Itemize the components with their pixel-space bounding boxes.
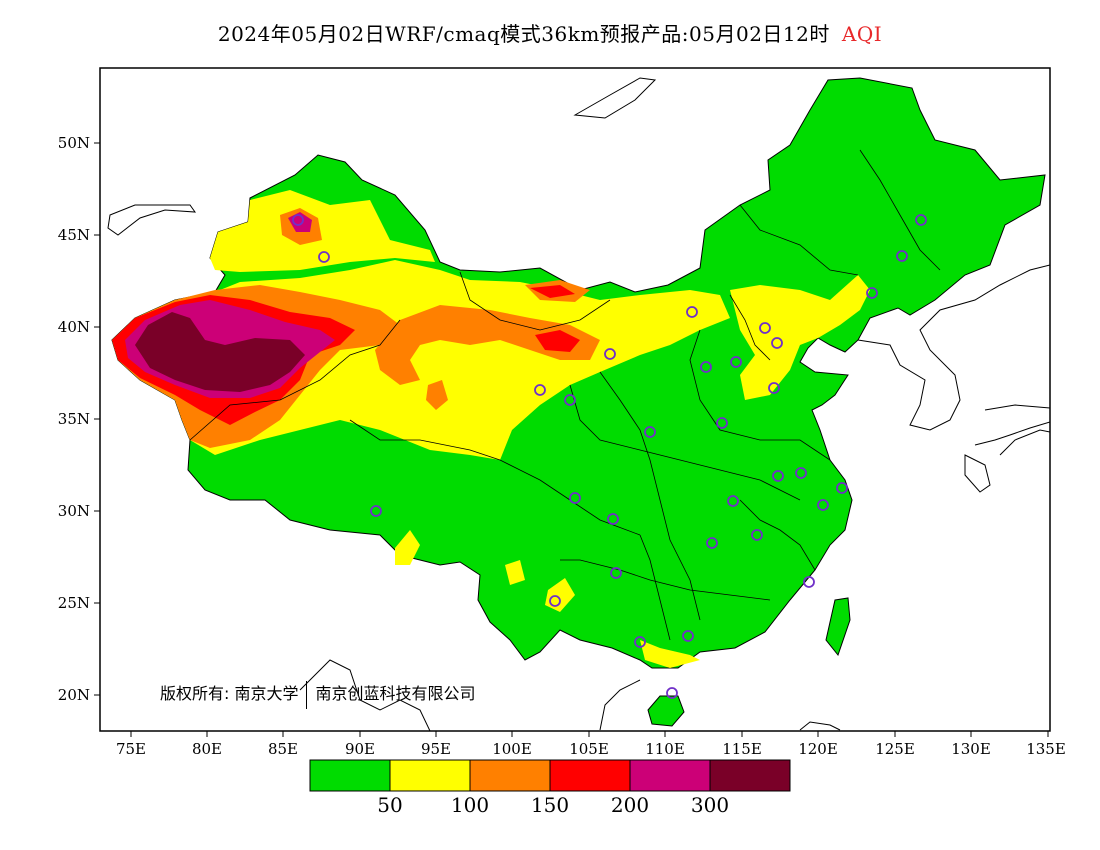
legend-swatch: [709, 759, 791, 792]
station-marker: [817, 499, 829, 511]
lat-axis: [94, 142, 100, 696]
station-marker: [771, 337, 783, 349]
aqi-zone-moderate-south2: [505, 560, 525, 585]
aqi-zone-moderate-tibet: [395, 530, 420, 565]
lon-tick-label: 130E: [951, 740, 991, 758]
lon-axis: [130, 731, 1049, 737]
station-marker: [604, 348, 616, 360]
lon-tick-label: 90E: [345, 740, 375, 758]
legend-label: 100: [451, 793, 489, 817]
station-marker: [727, 495, 739, 507]
station-marker: [666, 687, 678, 699]
lon-tick-label: 80E: [192, 740, 222, 758]
aqi-zone-moderate-coast: [640, 640, 700, 668]
station-marker: [866, 287, 878, 299]
lon-tick-label: 105E: [569, 740, 609, 758]
station-marker: [686, 306, 698, 318]
station-marker: [610, 567, 622, 579]
station-marker: [803, 576, 815, 588]
variable-label: AQI: [841, 22, 883, 46]
hainan-island: [647, 695, 685, 727]
map-area: [107, 77, 1050, 731]
station-marker: [759, 322, 771, 334]
lat-tick-label: 35N: [58, 410, 90, 428]
lon-tick-label: 95E: [421, 740, 451, 758]
legend-label: 50: [377, 793, 402, 817]
legend-swatch: [469, 759, 551, 792]
station-marker: [896, 250, 908, 262]
aqi-legend: [309, 759, 791, 792]
aqi-zone-usg-central: [375, 305, 600, 385]
map-title: 2024年05月02日WRF/cmaq模式36km预报产品:05月02日12时 A…: [0, 18, 1100, 47]
aqi-zone-unhealthy-central: [535, 330, 580, 352]
lon-tick-label: 110E: [645, 740, 685, 758]
station-marker: [795, 467, 807, 479]
legend-swatch: [629, 759, 711, 792]
station-marker: [716, 417, 728, 429]
aqi-zone-usg-qh: [426, 380, 448, 410]
station-marker: [569, 492, 581, 504]
station-marker: [706, 537, 718, 549]
copyright-notice: 版权所有: 南京大学 南京创蓝科技有限公司: [160, 680, 476, 709]
lat-tick-label: 30N: [58, 502, 90, 520]
coastlines: [107, 77, 1050, 731]
station-marker: [292, 214, 304, 226]
station-marker: [564, 394, 576, 406]
lon-tick-label: 75E: [116, 740, 146, 758]
legend-swatch: [549, 759, 631, 792]
legend-swatch: [309, 759, 391, 792]
lon-tick-labels: 75E 80E 85E 90E 95E 100E 105E 110E 115E …: [116, 740, 1066, 758]
copyright-text: 版权所有: 南京大学: [160, 684, 299, 703]
station-marker: [370, 505, 382, 517]
station-marker: [836, 482, 848, 494]
station-marker: [549, 595, 561, 607]
monitoring-stations: [292, 214, 927, 699]
aqi-zone-moderate-north: [210, 190, 435, 272]
station-marker: [915, 214, 927, 226]
station-marker: [534, 384, 546, 396]
station-marker: [607, 513, 619, 525]
legend-labels: 50 100 150 200 300: [377, 793, 729, 817]
station-marker: [751, 529, 763, 541]
lon-tick-label: 100E: [492, 740, 532, 758]
title-text: 2024年05月02日WRF/cmaq模式36km预报产品:05月02日12时: [217, 22, 830, 46]
aqi-zone-moderate-south1: [545, 578, 575, 612]
legend-swatch: [389, 759, 471, 792]
lat-tick-label: 45N: [58, 226, 90, 244]
lon-tick-label: 120E: [798, 740, 838, 758]
lat-tick-label: 50N: [58, 134, 90, 152]
station-marker: [700, 361, 712, 373]
lat-tick-label: 40N: [58, 318, 90, 336]
legend-label: 200: [611, 793, 649, 817]
legend-label: 300: [691, 793, 729, 817]
copyright-org: 南京创蓝科技有限公司: [315, 684, 476, 703]
station-marker: [768, 382, 780, 394]
lon-tick-label: 115E: [722, 740, 762, 758]
lat-tick-label: 25N: [58, 594, 90, 612]
station-marker: [644, 426, 656, 438]
lon-tick-label: 85E: [268, 740, 298, 758]
station-marker: [634, 636, 646, 648]
legend-label: 150: [531, 793, 569, 817]
lon-tick-label: 125E: [875, 740, 915, 758]
lon-tick-label: 135E: [1026, 740, 1066, 758]
copyright-separator: [306, 680, 308, 709]
map-frame: [99, 67, 1051, 732]
aqi-zone-unhealthy-north: [530, 285, 575, 298]
station-marker: [318, 251, 330, 263]
aqi-zone-moderate-northchina: [730, 275, 870, 400]
aqi-zone-hazardous: [135, 312, 305, 392]
lat-tick-label: 20N: [58, 686, 90, 704]
station-marker: [772, 470, 784, 482]
lat-tick-labels: 50N 45N 40N 35N 30N 25N 20N: [58, 134, 90, 704]
station-marker: [730, 356, 742, 368]
taiwan-island: [825, 597, 851, 657]
station-marker: [682, 630, 694, 642]
